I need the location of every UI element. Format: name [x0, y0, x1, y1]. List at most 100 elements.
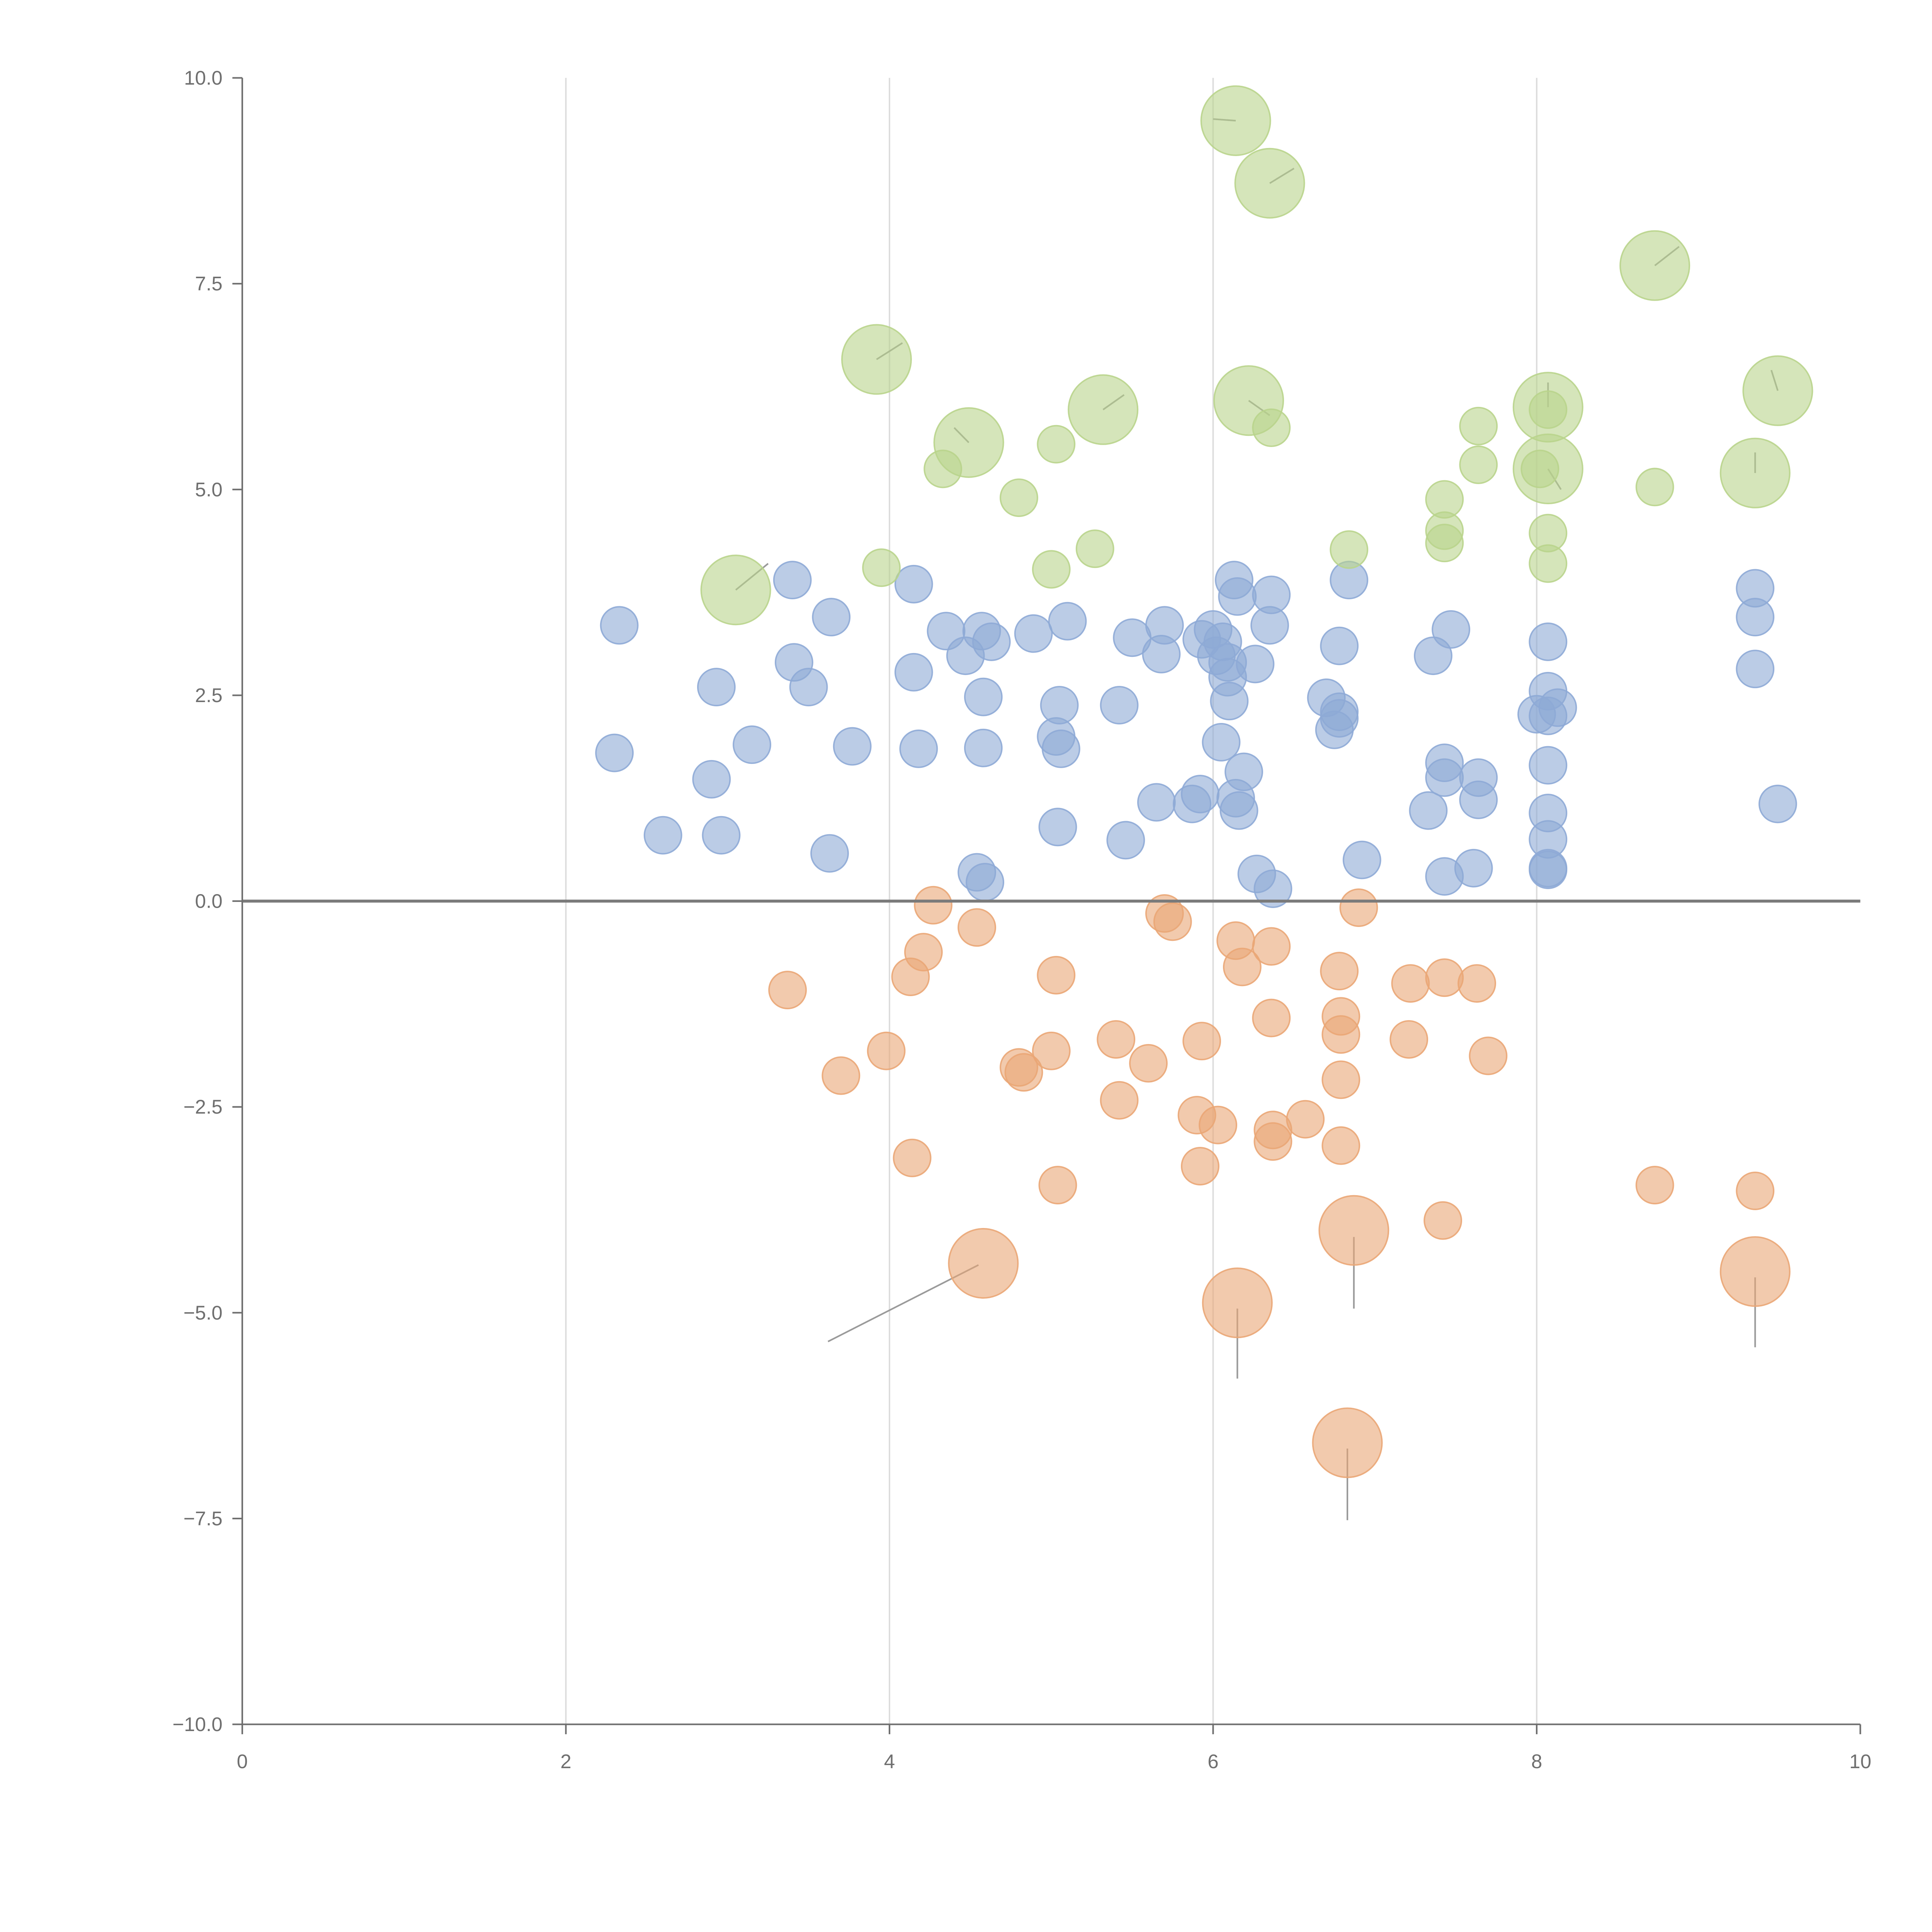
data-point: [1312, 1407, 1383, 1478]
data-point: [1469, 1036, 1508, 1075]
data-point: [899, 730, 938, 768]
x-tick-label: 0: [237, 1750, 248, 1772]
data-point: [1181, 775, 1219, 813]
data-point: [1097, 1020, 1136, 1059]
data-point: [789, 668, 828, 707]
data-point: [1182, 1022, 1221, 1061]
data-point: [894, 565, 933, 604]
data-point: [810, 834, 849, 873]
data-point: [1129, 1044, 1168, 1083]
y-tick-label: 0.0: [195, 890, 223, 912]
data-point: [1619, 230, 1690, 301]
data-point: [1236, 645, 1275, 684]
data-point: [1004, 1053, 1043, 1092]
data-point: [702, 816, 741, 855]
data-point: [733, 725, 771, 764]
data-point: [948, 1228, 1019, 1299]
data-point: [1040, 686, 1079, 724]
data-point: [1389, 1020, 1429, 1059]
data-point: [1432, 610, 1470, 649]
data-point: [964, 677, 1003, 716]
data-point: [1252, 998, 1291, 1037]
data-point: [1459, 781, 1498, 819]
data-point: [1075, 529, 1114, 568]
data-point: [1199, 1105, 1237, 1145]
data-point: [933, 407, 1004, 478]
data-point: [768, 971, 807, 1010]
data-point: [1719, 437, 1791, 509]
data-point: [1200, 85, 1271, 156]
data-point: [1234, 148, 1305, 219]
data-point: [1409, 791, 1448, 830]
data-point: [1286, 1100, 1325, 1139]
data-point: [1068, 374, 1139, 445]
data-point: [1458, 964, 1496, 1003]
data-point: [1038, 1166, 1077, 1204]
data-point: [773, 561, 812, 600]
data-point: [700, 554, 771, 626]
data-point: [643, 816, 682, 855]
data-point: [1038, 808, 1077, 847]
y-tick-label: 2.5: [195, 684, 223, 706]
data-point: [1320, 626, 1359, 665]
y-tick-label: −5.0: [184, 1302, 223, 1324]
y-tick-label: −7.5: [184, 1507, 223, 1529]
data-point: [1181, 1147, 1219, 1185]
y-tick-label: 7.5: [195, 273, 223, 295]
data-point: [697, 668, 736, 707]
data-point: [1459, 406, 1498, 446]
data-point: [914, 886, 952, 925]
data-point: [1425, 743, 1464, 782]
data-point: [1253, 1122, 1293, 1161]
data-point: [1742, 355, 1813, 426]
data-point: [1252, 927, 1291, 966]
data-point: [1635, 468, 1674, 507]
x-tick-label: 4: [884, 1750, 895, 1772]
data-point: [1100, 1081, 1139, 1120]
data-point: [1100, 686, 1139, 724]
data-point: [1252, 575, 1291, 614]
data-point: [867, 1031, 906, 1070]
data-point: [1736, 598, 1775, 636]
x-tick-label: 10: [1849, 1750, 1871, 1772]
data-point: [1425, 958, 1464, 997]
data-point: [1342, 840, 1381, 879]
data-point: [1037, 425, 1076, 464]
data-point: [1253, 869, 1293, 908]
data-point: [833, 727, 872, 766]
data-point: [1032, 550, 1071, 589]
axes: 10.0 7.5 5.0 2.5 0.0 −2.5 −5.0 −7.5 −10.0 0 2 4 6 8 10: [172, 67, 1871, 1772]
data-point: [1145, 606, 1184, 645]
data-point: [1223, 947, 1262, 986]
data-point: [1252, 408, 1291, 447]
data-point: [1225, 752, 1263, 791]
data-point: [1529, 544, 1568, 583]
data-point: [1339, 888, 1378, 927]
data-point: [1000, 478, 1038, 517]
data-point: [1219, 791, 1259, 830]
data-point: [812, 598, 851, 636]
data-point: [1037, 956, 1076, 995]
data-point: [1210, 682, 1249, 721]
data-point: [893, 1138, 932, 1177]
data-point: [1635, 1166, 1674, 1204]
data-point: [1423, 1201, 1462, 1240]
data-point: [1202, 1267, 1273, 1338]
data-point: [1736, 1172, 1775, 1210]
data-point: [1106, 821, 1145, 860]
y-tick-label: −10.0: [172, 1713, 222, 1735]
data-point: [1736, 650, 1775, 689]
data-point: [841, 324, 912, 395]
data-point: [972, 622, 1011, 661]
data-point: [1529, 622, 1568, 661]
data-point: [1529, 850, 1568, 889]
data-point: [1320, 699, 1359, 738]
data-point: [1529, 390, 1568, 429]
x-tick-label: 2: [560, 1750, 571, 1772]
data-point: [1320, 952, 1359, 991]
data-point: [1512, 434, 1583, 505]
data-point: [1330, 530, 1369, 569]
data-point: [904, 933, 943, 972]
data-point: [957, 908, 997, 947]
